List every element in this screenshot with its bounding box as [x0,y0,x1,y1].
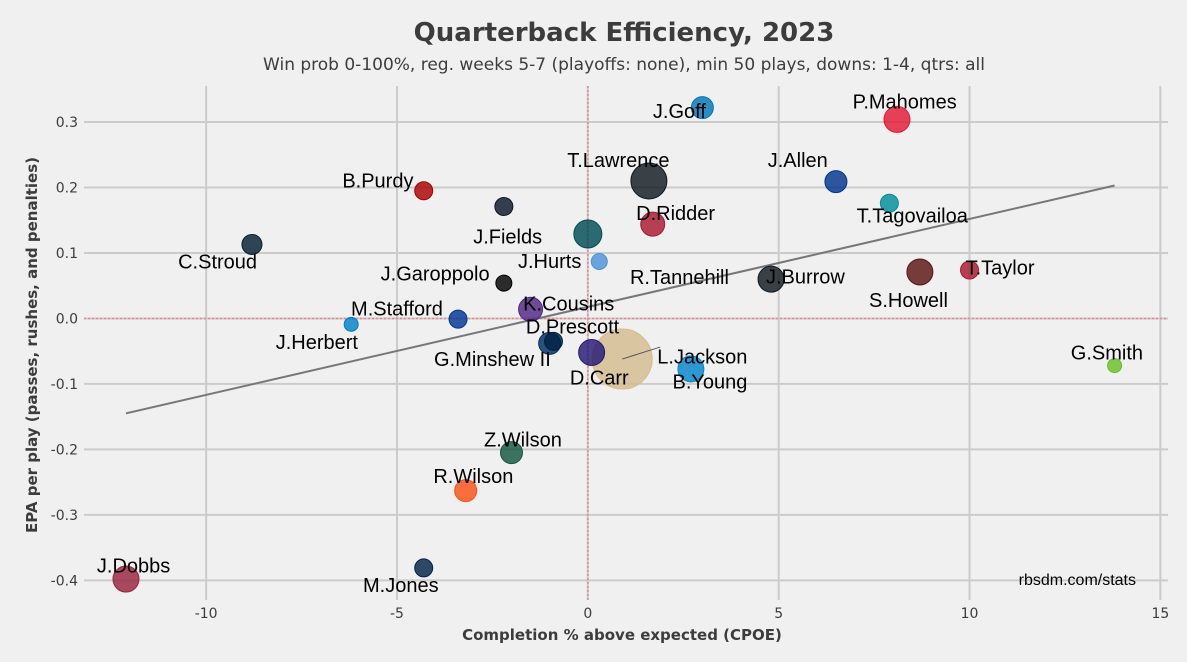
point-label: R.Wilson [433,466,513,488]
y-tick-label: 0.3 [56,115,78,131]
points [112,96,1123,593]
point-label: J.Burrow [766,267,845,289]
x-tick-label: -5 [390,606,404,622]
x-axis-label: Completion % above expected (CPOE) [462,626,782,644]
data-point [824,170,848,194]
point-label: D.Carr [570,367,629,389]
data-point [960,260,980,280]
trend-line [125,184,1115,415]
data-point [112,565,140,593]
data-point [690,96,714,120]
y-tick-label: -0.3 [51,508,78,524]
point-label: J.Herbert [276,332,359,354]
data-point [630,162,668,200]
point-label: B.Purdy [342,170,413,192]
y-tick-label: -0.4 [51,573,78,589]
data-point [906,258,934,286]
chart-subtitle: Win prob 0-100%, reg. weeks 5-7 (playoff… [263,55,985,75]
data-point [494,196,514,216]
data-point [879,193,899,213]
y-tick-label: 0.1 [56,246,78,262]
point-label: D.Ridder [636,203,715,225]
point-label: J.Goff [653,101,706,123]
point-label: T.Lawrence [567,150,669,172]
point-label: B.Young [673,371,748,393]
data-point [543,331,563,351]
data-point [343,316,359,332]
data-point [757,265,785,293]
data-point [677,355,705,383]
y-tick-label: 0.0 [56,311,78,327]
y-tick-label: 0.2 [56,180,78,196]
data-point [883,105,911,133]
point-label: J.Garoppolo [381,263,490,285]
data-point [1107,358,1123,374]
x-tick-label: 15 [1151,606,1169,622]
y-tick-label: -0.1 [51,377,78,393]
point-labels: P.Mahomes J.Goff T.Lawrence J.Allen T.Tagova… [97,92,1143,597]
point-label: L.Jackson [657,346,747,368]
point-label: C.Stroud [178,251,257,273]
data-point [495,274,513,292]
point-label: G.Minshew II [434,349,551,371]
point-label: J.Allen [768,150,828,172]
point-label: D.Prescott [526,316,620,338]
point-label: T.Taylor [966,257,1035,279]
label-leader-line [622,346,661,360]
point-label: K.Cousins [523,293,614,315]
point-label: R.Tannehill [630,267,729,289]
point-label: P.Mahomes [853,92,957,114]
data-point [448,309,468,329]
data-point [454,479,478,503]
data-point [414,181,434,201]
point-label: G.Smith [1071,342,1143,364]
data-point [590,252,608,270]
data-point [241,233,263,255]
regression-line [125,184,1115,415]
point-label: T.Tagovailoa [857,206,969,228]
x-tick-label: 0 [583,606,592,622]
x-tick-label: -10 [195,606,218,622]
x-tick-label: 10 [961,606,979,622]
point-label: M.Jones [363,575,439,597]
credit-text: rbsdm.com/stats [1019,572,1136,589]
point-label: J.Hurts [518,251,581,273]
point-label: Z.Wilson [484,430,562,452]
data-point [499,441,523,465]
point-label: J.Fields [473,227,542,249]
y-tick-label: -0.2 [51,442,78,458]
data-point [640,211,666,237]
data-point [518,296,544,322]
y-axis-label: EPA per play (passes, rushes, and penalt… [23,157,41,533]
tick-labels: -10 -5 0 5 10 15 -0.4 -0.3 -0.2 -0.1 0.0 0.1 0.2 0.3 [51,115,1170,622]
point-label: S.Howell [869,290,948,312]
data-point [573,219,603,249]
point-label: J.Dobbs [97,555,170,577]
data-point [578,338,606,366]
data-point [414,558,434,578]
x-tick-label: 5 [774,606,783,622]
chart-title: Quarterback Efficiency, 2023 [414,18,835,48]
point-label: M.Stafford [351,299,443,321]
